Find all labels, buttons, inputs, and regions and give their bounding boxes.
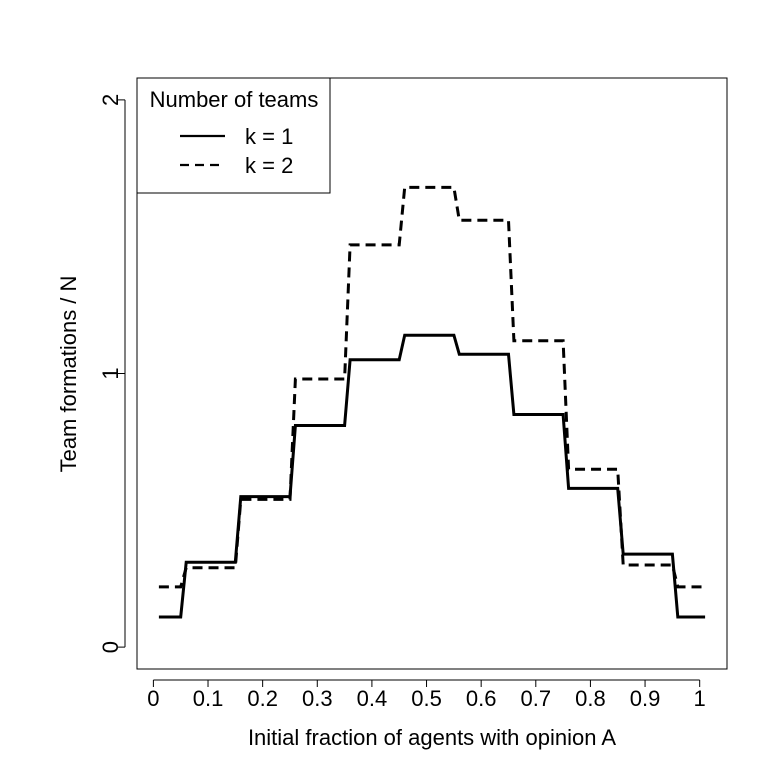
- x-tick-label: 1: [694, 686, 706, 711]
- x-tick-label: 0.5: [411, 686, 442, 711]
- y-axis: 0 1 2: [98, 94, 126, 653]
- y-tick-label: 1: [98, 367, 123, 379]
- y-axis-label: Team formations / N: [56, 276, 81, 473]
- x-axis: 0 0.1 0.2 0.3 0.4 0.5 0.6 0.7 0.8 0.9 1: [147, 679, 706, 711]
- legend-label-k1: k = 1: [245, 124, 293, 149]
- series-line-k2: [158, 185, 706, 589]
- x-tick-label: 0.8: [575, 686, 606, 711]
- legend-label-k2: k = 2: [245, 153, 293, 178]
- plot-frame: [136, 77, 728, 670]
- series-layer: [158, 185, 706, 619]
- x-tick-label: 0.7: [520, 686, 551, 711]
- y-tick-label: 0: [98, 641, 123, 653]
- x-tick-label: 0.9: [630, 686, 661, 711]
- x-tick-label: 0.4: [357, 686, 388, 711]
- y-tick-label: 2: [98, 94, 123, 106]
- legend-title: Number of teams: [150, 87, 319, 112]
- x-tick-label: 0: [147, 686, 159, 711]
- x-tick-label: 0.6: [466, 686, 497, 711]
- x-tick-label: 0.3: [302, 686, 333, 711]
- legend-box: [136, 77, 331, 194]
- series-line-k1: [158, 333, 706, 619]
- legend: Number of teams k = 1 k = 2: [136, 77, 331, 194]
- x-tick-label: 0.1: [193, 686, 224, 711]
- x-axis-label: Initial fraction of agents with opinion …: [248, 725, 616, 750]
- x-tick-label: 0.2: [247, 686, 278, 711]
